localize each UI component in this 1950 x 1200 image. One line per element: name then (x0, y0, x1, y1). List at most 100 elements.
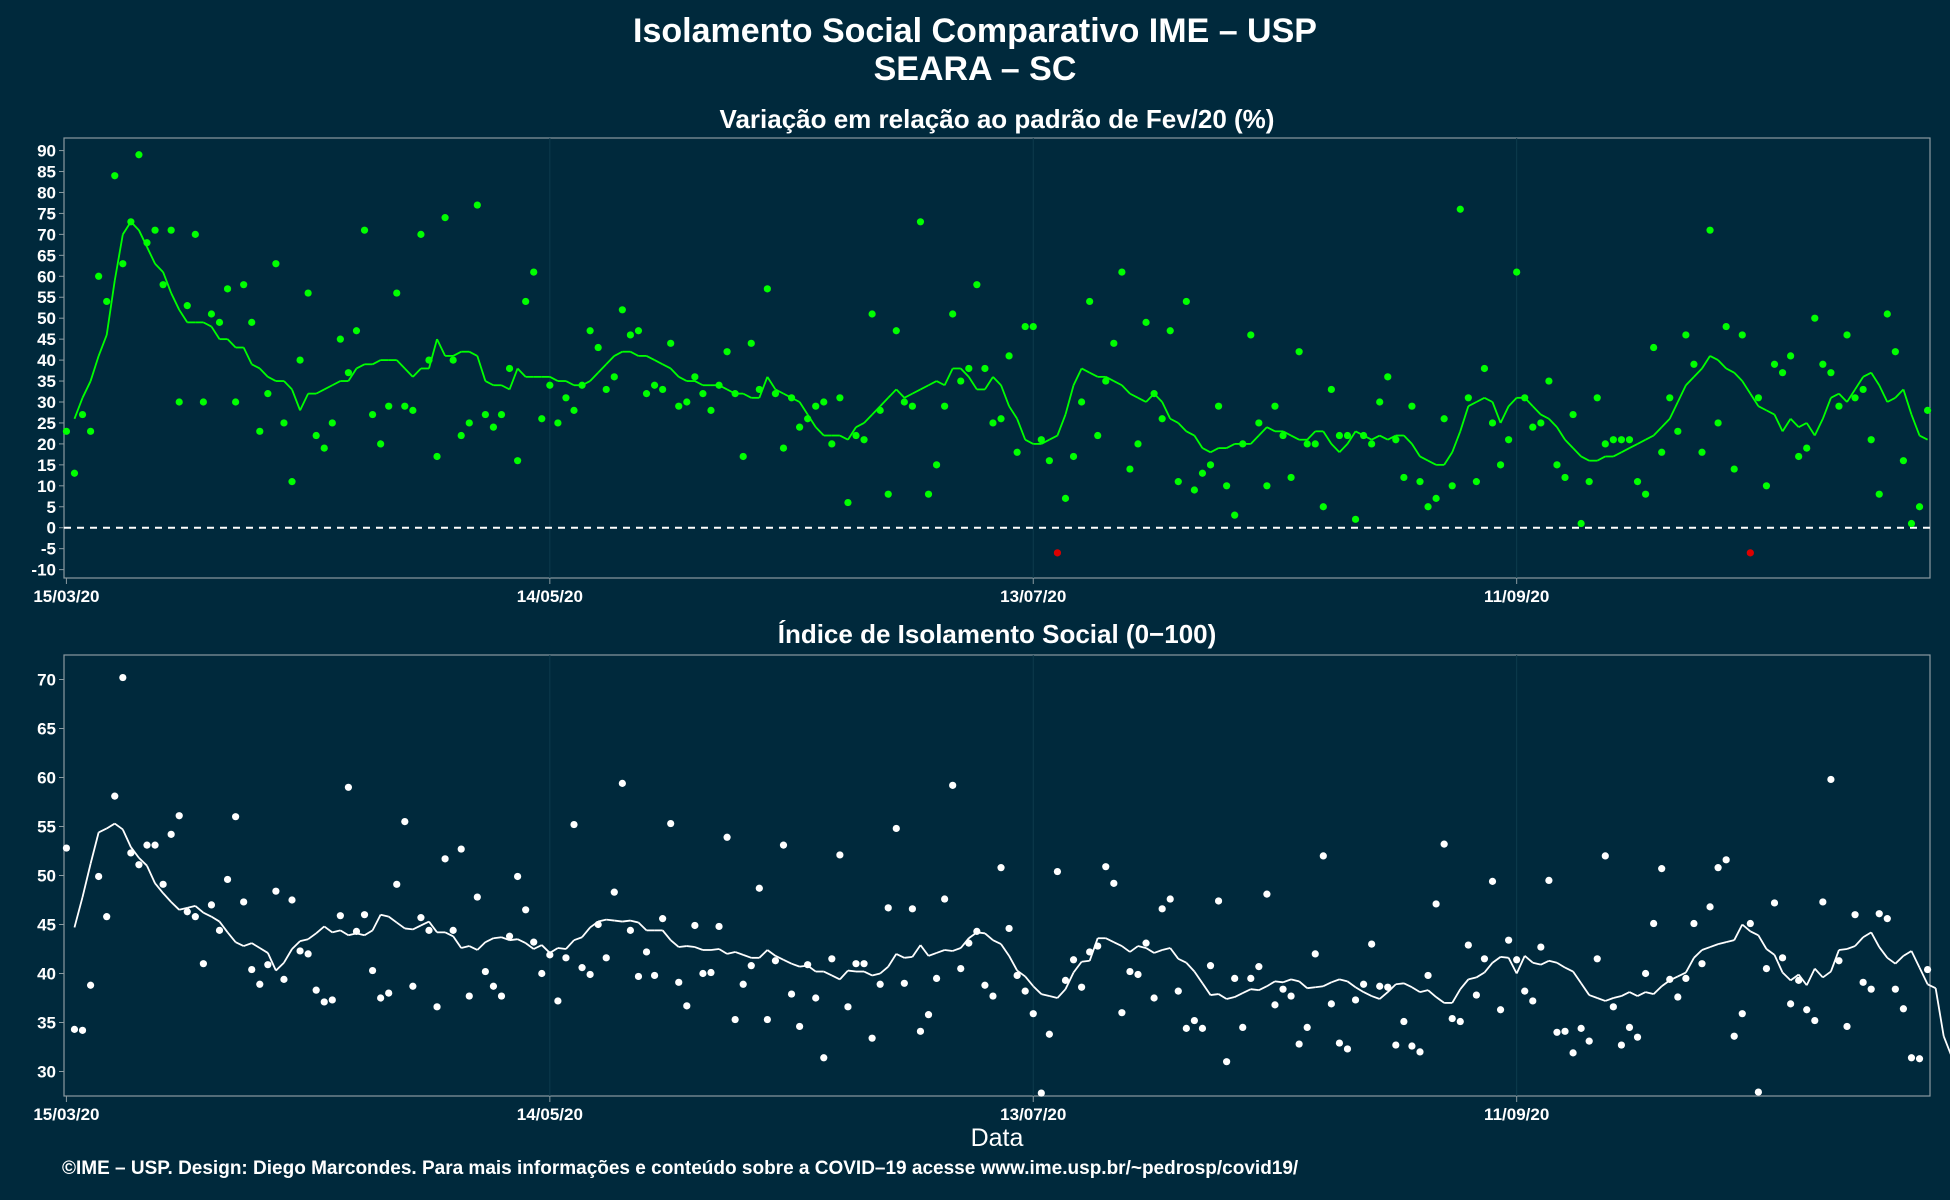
variation-data-point (787, 394, 796, 402)
variation-data-point (360, 226, 369, 234)
variation-data-point (1883, 310, 1891, 318)
index-data-point (1343, 1045, 1352, 1053)
variation-data-point (892, 327, 900, 335)
index-trend-segment (1524, 955, 1534, 964)
variation-trend-segment (105, 280, 116, 336)
variation-trend-segment (1040, 438, 1050, 445)
index-data-point (1529, 997, 1537, 1005)
index-data-point (215, 926, 224, 934)
index-data-point (264, 961, 272, 969)
variation-trend-segment (323, 384, 333, 391)
index-data-point (1110, 879, 1118, 887)
variation-data-point (1206, 461, 1215, 469)
variation-data-point (779, 444, 788, 452)
index-data-point (514, 872, 522, 881)
variation-trend-segment (1129, 392, 1139, 399)
variation-data-point (1867, 436, 1875, 444)
index-trend-segment (364, 929, 374, 937)
variation-data-point (1617, 436, 1626, 444)
index-data-point (1835, 957, 1843, 965)
index-trend-segment (831, 974, 841, 981)
variation-data-point (997, 415, 1005, 423)
index-data-point (1440, 840, 1448, 848)
variation-data-point (1674, 427, 1682, 435)
index-data-point (368, 966, 377, 975)
variation-y-tick-label: 75 (37, 204, 56, 223)
variation-data-point (538, 415, 546, 423)
variation-trend-segment (1870, 372, 1880, 386)
index-trend-segment (501, 936, 510, 942)
index-trend-segment (1419, 989, 1429, 993)
variation-data-point (924, 490, 933, 498)
variation-data-point (1625, 436, 1634, 444)
variation-trend-segment (1467, 401, 1477, 407)
index-trend-segment (396, 921, 406, 930)
variation-data-point (1746, 549, 1754, 557)
index-trend-segment (871, 972, 881, 977)
index-data-point (1166, 895, 1174, 903)
index-trend-segment (1741, 923, 1751, 933)
index-trend-segment (557, 947, 567, 950)
chart-subtitle: SEARA – SC (873, 50, 1077, 88)
index-trend-segment (1282, 978, 1292, 984)
variation-data-point (1666, 394, 1674, 402)
index-data-point (1255, 963, 1263, 971)
variation-trend-segment (1266, 426, 1276, 433)
index-trend-segment (823, 970, 833, 977)
variation-trend-segment (1016, 418, 1027, 441)
variation-trend-segment (1556, 426, 1566, 441)
variation-data-point (1384, 373, 1392, 381)
index-data-point (1537, 943, 1545, 951)
index-data-point (1633, 1033, 1642, 1041)
variation-data-point (1319, 503, 1327, 511)
index-data-point (634, 972, 643, 981)
variation-trend-segment (654, 359, 664, 366)
variation-data-point (1392, 436, 1400, 444)
index-trend-segment (1629, 991, 1638, 997)
variation-data-point (594, 343, 602, 352)
index-data-point (223, 875, 232, 884)
variation-trend-segment (565, 380, 575, 387)
variation-trend-segment (1854, 376, 1864, 390)
index-data-point (852, 960, 860, 968)
variation-data-point (1376, 398, 1384, 406)
variation-trend-segment (1612, 451, 1622, 458)
variation-data-point (1843, 331, 1851, 339)
variation-trend-segment (1202, 447, 1211, 454)
index-data-point (675, 978, 683, 986)
index-trend-segment (775, 955, 784, 961)
index-trend-segment (630, 919, 639, 924)
variation-data-point (256, 427, 264, 435)
variation-data-point (183, 302, 191, 310)
index-data-point (280, 975, 288, 983)
index-trend-segment (1072, 961, 1083, 974)
index-trend-segment (614, 919, 623, 923)
index-trend-segment (1814, 967, 1824, 979)
index-trend-segment (1637, 991, 1646, 997)
index-data-point (336, 912, 344, 920)
variation-data-point (562, 394, 570, 402)
index-trend-segment (1717, 941, 1727, 945)
index-data-point (62, 844, 71, 852)
variation-y-tick-label: 5 (47, 498, 56, 517)
index-trend-segment (783, 958, 792, 965)
variation-trend-segment (613, 350, 623, 357)
variation-trend-segment (484, 380, 494, 387)
index-trend-segment (1781, 971, 1792, 982)
index-x-tick-label: 11/09/20 (1484, 1105, 1549, 1124)
variation-data-point (441, 214, 449, 222)
variation-trend-segment (1024, 438, 1034, 445)
index-data-point (135, 861, 143, 869)
variation-data-point (1400, 473, 1408, 482)
variation-trend-segment (936, 380, 946, 387)
variation-data-point (650, 381, 659, 389)
index-trend-segment (1411, 986, 1421, 993)
index-trend-segment (114, 822, 124, 831)
variation-data-point (1448, 482, 1456, 490)
index-trend-segment (1797, 973, 1808, 986)
variation-trend-segment (1701, 355, 1711, 369)
index-data-point (796, 1022, 804, 1031)
index-data-point (70, 1025, 79, 1033)
variation-trend-segment (97, 334, 108, 357)
variation-trend-segment (895, 388, 905, 399)
